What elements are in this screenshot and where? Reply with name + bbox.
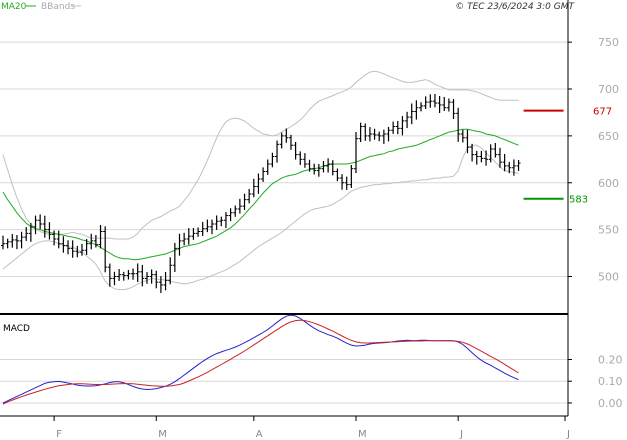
chart-frame [0, 0, 569, 417]
macd-lines [2, 314, 519, 405]
time-tick-label: J [459, 429, 463, 440]
time-tick-label: M [158, 429, 167, 440]
macd-signal-line [2, 319, 519, 405]
macd-tick-label: 0.10 [598, 375, 623, 388]
resistance-label: 677 [593, 107, 612, 118]
price-bars [1, 93, 521, 294]
price-axis: 500 550 600 650 700 750 [568, 36, 619, 284]
time-tick-label: A [256, 429, 263, 440]
ma20-path [2, 128, 519, 261]
macd-label: MACD [3, 324, 30, 334]
ma20-legend: MA20 [1, 2, 27, 12]
price-tick-label: 600 [598, 177, 619, 190]
price-levels: 677 583 [523, 107, 612, 206]
support-label: 583 [569, 195, 588, 206]
bbands-lower-line [2, 144, 519, 291]
macd-tick-label: 0.00 [598, 397, 623, 410]
price-tick-label: 650 [598, 130, 619, 143]
price-grid [0, 41, 568, 277]
price-tick-label: 500 [598, 271, 619, 284]
time-tick-label: F [56, 429, 62, 440]
macd-grid [0, 358, 568, 404]
price-tick-label: 750 [598, 36, 619, 49]
ma20-line [2, 128, 519, 261]
price-tick-label: 700 [598, 83, 619, 96]
macd-axis: 0.00 0.10 0.20 [568, 353, 623, 410]
price-tick-label: 550 [598, 224, 619, 237]
time-tick-label: J [566, 429, 570, 440]
bollinger-bands [2, 70, 519, 291]
bbands-upper-line [2, 70, 519, 240]
macd-tick-label: 0.20 [598, 353, 623, 366]
source-timestamp: © TEC 23/6/2024 3:0 GMT [455, 2, 575, 12]
time-tick-label: M [358, 429, 367, 440]
bbands-legend: BBands [41, 2, 75, 12]
